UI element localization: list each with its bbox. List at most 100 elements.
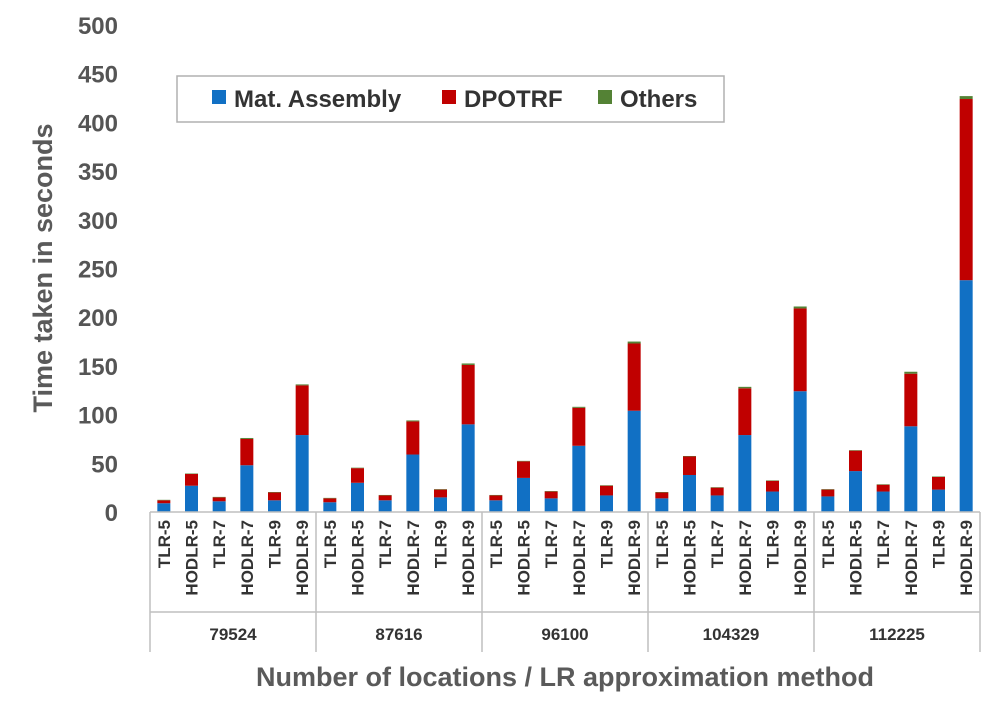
bar-segment-mat-assembly [821, 496, 835, 512]
x-category-label: HODLR-9 [791, 520, 810, 596]
x-category-label: TLR-7 [210, 520, 229, 568]
x-category-label: HODLR-5 [515, 520, 534, 596]
bar-segment-dpotrf [932, 476, 945, 490]
x-category-label: HODLR-5 [847, 520, 866, 596]
bar-segment-mat-assembly [351, 482, 364, 512]
bar-segment-dpotrf [600, 485, 613, 496]
bar-segment-dpotrf [766, 480, 779, 492]
bar-segment-mat-assembly [959, 280, 973, 512]
bar-segment-others [793, 306, 807, 309]
x-category-label: TLR-9 [266, 520, 285, 568]
bar-segment-mat-assembly [295, 435, 309, 512]
bar-segment-mat-assembly [489, 500, 503, 512]
legend-swatch-mat-assembly [212, 90, 226, 104]
bar-segment-dpotrf [904, 373, 918, 427]
y-tick-label: 400 [78, 110, 118, 137]
legend-label-others: Others [620, 86, 697, 113]
bar-segment-mat-assembly [627, 410, 641, 512]
y-tick-label: 150 [78, 354, 118, 381]
bar-segment-mat-assembly [157, 503, 171, 512]
bar-segment-mat-assembly [683, 474, 696, 512]
bar-segment-dpotrf [185, 474, 198, 486]
y-axis-ticks: 0 50 100 150 200 250 300 350 400 450 500 [78, 13, 118, 527]
bar-segment-mat-assembly [572, 445, 586, 512]
bar-segment-others [959, 96, 973, 100]
bar-segment-others [904, 371, 918, 374]
bar-segment-dpotrf [378, 495, 392, 501]
x-axis-title: Number of locations / LR approximation m… [256, 662, 874, 692]
x-group-label: 104329 [703, 625, 760, 644]
bar-segment-mat-assembly [212, 501, 226, 512]
axes-lines [149, 511, 981, 652]
bar-segment-dpotrf [406, 421, 420, 455]
bar-segment-dpotrf [157, 500, 171, 504]
legend-swatch-dpotrf [442, 90, 456, 104]
x-category-label: HODLR-5 [681, 520, 700, 596]
bar-stacks [157, 96, 973, 512]
y-tick-label: 50 [91, 451, 118, 478]
bar-segment-dpotrf [323, 498, 337, 503]
x-group-label: 112225 [869, 625, 925, 644]
y-tick-label: 250 [78, 257, 118, 284]
bar-segment-dpotrf [212, 497, 226, 502]
y-tick-label: 0 [105, 500, 118, 527]
bar-segment-mat-assembly [323, 502, 337, 512]
bar-segment-dpotrf [959, 99, 973, 281]
bar-segment-others [461, 363, 475, 365]
x-category-label: TLR-9 [764, 520, 783, 568]
bar-segment-dpotrf [710, 487, 724, 496]
y-tick-label: 450 [78, 62, 118, 89]
bar-segment-mat-assembly [876, 491, 890, 512]
bar-segment-others [572, 406, 586, 408]
bar-segment-dpotrf [544, 491, 558, 499]
bar-segment-mat-assembly [793, 391, 807, 512]
x-category-label: HODLR-5 [183, 520, 202, 596]
legend: Mat. Assembly DPOTRF Others [176, 75, 725, 123]
bar-segment-mat-assembly [710, 495, 724, 512]
bar-segment-mat-assembly [240, 465, 254, 512]
bar-segment-mat-assembly [932, 489, 945, 512]
legend-label-dpotrf: DPOTRF [464, 86, 563, 113]
x-category-label: TLR-9 [598, 520, 617, 568]
bar-segment-dpotrf [461, 364, 475, 425]
bar-segment-dpotrf [655, 492, 669, 499]
x-category-label: TLR-5 [819, 520, 838, 568]
bar-segment-mat-assembly [517, 477, 530, 512]
bar-segment-dpotrf [434, 489, 447, 498]
bar-segment-others [295, 384, 309, 386]
bar-segment-dpotrf [821, 489, 835, 497]
x-category-label: TLR-7 [542, 520, 561, 568]
bar-segment-dpotrf [351, 468, 364, 483]
x-category-label: TLR-7 [708, 520, 727, 568]
x-category-label: TLR-5 [487, 520, 506, 568]
bar-segment-mat-assembly [185, 485, 198, 512]
bar-segment-dpotrf [572, 407, 586, 446]
bar-segment-mat-assembly [904, 426, 918, 512]
x-category-label: TLR-7 [874, 520, 893, 568]
bar-segment-dpotrf [738, 388, 752, 436]
bar-segment-dpotrf [876, 484, 890, 492]
x-category-label: HODLR-7 [570, 520, 589, 596]
x-category-label: TLR-5 [155, 520, 174, 568]
x-category-label: HODLR-7 [902, 520, 921, 596]
bar-segment-dpotrf [268, 492, 281, 501]
y-tick-label: 200 [78, 305, 118, 332]
x-category-label: HODLR-5 [349, 520, 368, 596]
bar-segment-others [406, 420, 420, 422]
bar-segment-others [627, 341, 641, 344]
bar-segment-mat-assembly [766, 491, 779, 512]
bar-segment-mat-assembly [434, 497, 447, 512]
bar-segment-dpotrf [489, 495, 503, 501]
bar-segment-dpotrf [295, 385, 309, 436]
bar-segment-dpotrf [793, 308, 807, 392]
x-category-label: HODLR-9 [459, 520, 478, 596]
x-category-label: HODLR-7 [238, 520, 257, 596]
bar-segment-dpotrf [627, 343, 641, 411]
bar-segment-mat-assembly [738, 435, 752, 512]
x-category-label: TLR-9 [432, 520, 451, 568]
x-category-label: HODLR-7 [736, 520, 755, 596]
x-axis-categories: TLR-5 HODLR-5 TLR-7 HODLR-7 TLR-9 HODLR-9 7952… [155, 520, 976, 644]
x-category-label: TLR-5 [653, 520, 672, 568]
x-category-label: TLR-7 [376, 520, 395, 568]
